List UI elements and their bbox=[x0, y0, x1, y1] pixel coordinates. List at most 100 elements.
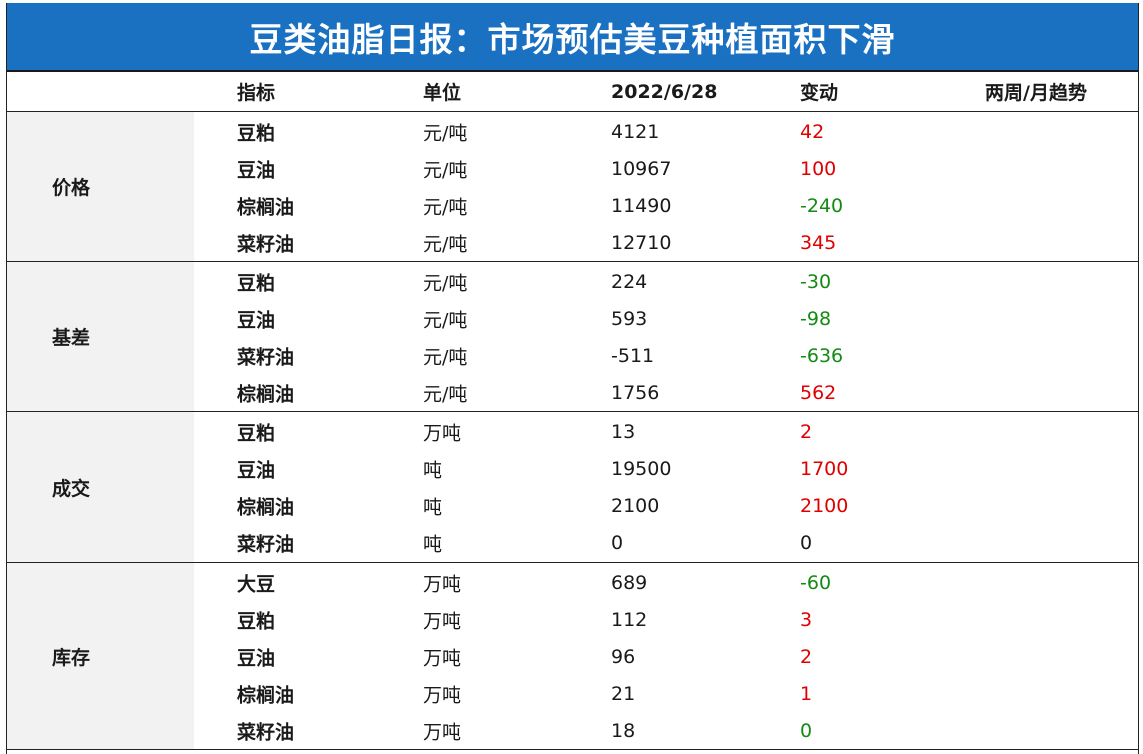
table-row: 棕榈油 万吨 21 1 bbox=[7, 675, 1138, 712]
table-row: 豆粕 万吨 112 3 bbox=[7, 601, 1138, 638]
table-row: 豆粕 元/吨 224 -30 bbox=[7, 263, 1138, 300]
table-row: 豆油 吨 19500 1700 bbox=[7, 450, 1138, 487]
section-3: 库存 大豆 万吨 689 -60 豆粕 万吨 112 3 豆油 万吨 96 2 棕榈油 万吨 21 1 菜籽油 万吨… bbox=[7, 563, 1138, 750]
header-trend: 两周/月趋势 bbox=[985, 82, 1087, 104]
table-row: 菜籽油 万吨 18 0 bbox=[7, 712, 1138, 749]
value-cell: 112 bbox=[611, 608, 648, 631]
table-row: 豆粕 万吨 13 2 bbox=[7, 413, 1138, 450]
indicator-cell: 豆油 bbox=[237, 647, 276, 669]
unit-cell: 万吨 bbox=[423, 610, 462, 632]
value-cell: 21 bbox=[611, 682, 636, 705]
indicator-cell: 棕榈油 bbox=[237, 383, 295, 405]
indicator-cell: 棕榈油 bbox=[237, 684, 295, 706]
table-row: 菜籽油 元/吨 12710 345 bbox=[7, 224, 1138, 261]
unit-cell: 元/吨 bbox=[423, 233, 468, 255]
indicator-cell: 豆油 bbox=[237, 309, 276, 331]
change-cell: -240 bbox=[800, 194, 844, 217]
header-date: 2022/6/28 bbox=[611, 80, 718, 103]
change-cell: 2 bbox=[800, 420, 813, 443]
table-row: 豆油 元/吨 593 -98 bbox=[7, 300, 1138, 337]
indicator-cell: 豆油 bbox=[237, 459, 276, 481]
section-0: 价格 豆粕 元/吨 4121 42 豆油 元/吨 10967 100 棕榈油 元/吨 11490 -24… bbox=[7, 112, 1138, 262]
table-body: 价格 豆粕 元/吨 4121 42 豆油 元/吨 10967 100 棕榈油 元/吨 11490 -24… bbox=[7, 112, 1138, 750]
indicator-cell: 豆粕 bbox=[237, 422, 276, 444]
change-cell: -636 bbox=[800, 344, 844, 367]
value-cell: -511 bbox=[611, 344, 655, 367]
table-row: 菜籽油 吨 0 0 bbox=[7, 524, 1138, 561]
indicator-cell: 豆粕 bbox=[237, 272, 276, 294]
unit-cell: 万吨 bbox=[423, 647, 462, 669]
table-row: 棕榈油 吨 2100 2100 bbox=[7, 487, 1138, 524]
category-label: 基差 bbox=[7, 262, 194, 411]
unit-cell: 元/吨 bbox=[423, 346, 468, 368]
change-cell: 100 bbox=[800, 157, 837, 180]
change-cell: -30 bbox=[800, 270, 832, 293]
unit-cell: 元/吨 bbox=[423, 159, 468, 181]
change-cell: 0 bbox=[800, 719, 813, 742]
table-row: 豆油 元/吨 10967 100 bbox=[7, 150, 1138, 187]
change-cell: 345 bbox=[800, 231, 837, 254]
value-cell: 18 bbox=[611, 719, 636, 742]
unit-cell: 元/吨 bbox=[423, 383, 468, 405]
report-table: 豆类油脂日报：市场预估美豆种植面积下滑 指标 单位 2022/6/28 变动 两… bbox=[6, 3, 1139, 754]
indicator-cell: 菜籽油 bbox=[237, 721, 295, 743]
value-cell: 224 bbox=[611, 270, 648, 293]
value-cell: 4121 bbox=[611, 120, 660, 143]
table-row: 豆油 万吨 96 2 bbox=[7, 638, 1138, 675]
value-cell: 689 bbox=[611, 571, 648, 594]
change-cell: 0 bbox=[800, 531, 813, 554]
indicator-cell: 豆油 bbox=[237, 159, 276, 181]
change-cell: 3 bbox=[800, 608, 813, 631]
indicator-cell: 棕榈油 bbox=[237, 196, 295, 218]
unit-cell: 元/吨 bbox=[423, 309, 468, 331]
unit-cell: 元/吨 bbox=[423, 196, 468, 218]
table-row: 棕榈油 元/吨 1756 562 bbox=[7, 374, 1138, 411]
section-2: 成交 豆粕 万吨 13 2 豆油吨 19500 1700 棕榈油吨 2100 2100 菜籽油吨 0 0 bbox=[7, 412, 1138, 563]
unit-cell: 元/吨 bbox=[423, 272, 468, 294]
value-cell: 1756 bbox=[611, 381, 660, 404]
table-row: 豆粕 元/吨 4121 42 bbox=[7, 113, 1138, 150]
value-cell: 11490 bbox=[611, 194, 672, 217]
value-cell: 0 bbox=[611, 531, 624, 554]
value-cell: 10967 bbox=[611, 157, 672, 180]
value-cell: 12710 bbox=[611, 231, 672, 254]
unit-cell: 万吨 bbox=[423, 684, 462, 706]
table-row: 棕榈油 元/吨 11490 -240 bbox=[7, 187, 1138, 224]
change-cell: 2 bbox=[800, 645, 813, 668]
header-indicator: 指标 bbox=[237, 82, 276, 104]
unit-cell: 万吨 bbox=[423, 573, 462, 595]
table-header: 指标 单位 2022/6/28 变动 两周/月趋势 bbox=[7, 72, 1138, 112]
change-cell: 562 bbox=[800, 381, 837, 404]
table-row: 菜籽油 元/吨 -511 -636 bbox=[7, 337, 1138, 374]
indicator-cell: 大豆 bbox=[237, 573, 276, 595]
category-label: 库存 bbox=[7, 563, 194, 749]
change-cell: 1 bbox=[800, 682, 813, 705]
unit-cell: 元/吨 bbox=[423, 122, 468, 144]
change-cell: 42 bbox=[800, 120, 825, 143]
value-cell: 593 bbox=[611, 307, 648, 330]
value-cell: 19500 bbox=[611, 457, 672, 480]
indicator-cell: 菜籽油 bbox=[237, 346, 295, 368]
report-title: 豆类油脂日报：市场预估美豆种植面积下滑 bbox=[7, 3, 1138, 72]
indicator-cell: 菜籽油 bbox=[237, 233, 295, 255]
change-cell: 1700 bbox=[800, 457, 849, 480]
unit-cell: 吨 bbox=[423, 459, 443, 481]
header-change: 变动 bbox=[800, 82, 839, 104]
indicator-cell: 豆粕 bbox=[237, 610, 276, 632]
category-label: 价格 bbox=[7, 112, 194, 261]
change-cell: 2100 bbox=[800, 494, 849, 517]
header-unit: 单位 bbox=[423, 82, 462, 104]
indicator-cell: 豆粕 bbox=[237, 122, 276, 144]
unit-cell: 万吨 bbox=[423, 721, 462, 743]
table-row: 大豆 万吨 689 -60 bbox=[7, 564, 1138, 601]
change-cell: -60 bbox=[800, 571, 832, 594]
unit-cell: 万吨 bbox=[423, 422, 462, 444]
unit-cell: 吨 bbox=[423, 496, 443, 518]
indicator-cell: 菜籽油 bbox=[237, 533, 295, 555]
unit-cell: 吨 bbox=[423, 533, 443, 555]
indicator-cell: 棕榈油 bbox=[237, 496, 295, 518]
category-label: 成交 bbox=[7, 412, 194, 562]
section-1: 基差 豆粕 元/吨 224 -30 豆油 元/吨 593 -98 菜籽油 元/吨 -511 -636 棕榈… bbox=[7, 262, 1138, 412]
change-cell: -98 bbox=[800, 307, 832, 330]
value-cell: 13 bbox=[611, 420, 636, 443]
